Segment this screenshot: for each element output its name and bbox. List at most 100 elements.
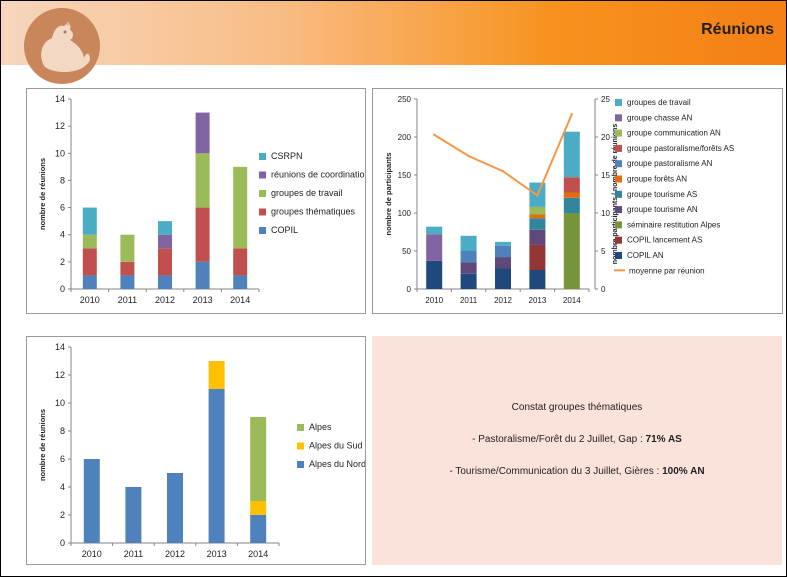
y-tick-label: 0 — [60, 538, 65, 548]
y-tick-label: 200 — [398, 133, 412, 142]
bar-segment — [82, 207, 97, 235]
y2-tick-label: 20 — [601, 133, 610, 142]
x-tick-label: 2013 — [207, 549, 227, 559]
legend-swatch — [259, 153, 266, 160]
x-tick-label: 2013 — [529, 296, 547, 305]
findings-item-gap-text: - Pastoralisme/Forêt du 2 Juillet, Gap : — [472, 434, 646, 445]
bar-segment — [250, 501, 267, 515]
y-tick-label: 4 — [60, 482, 65, 492]
bar-segment — [120, 275, 135, 289]
legend-label: COPIL lancement AS — [627, 236, 702, 245]
y-tick-label: 8 — [60, 426, 65, 436]
y-tick-label: 0 — [60, 284, 65, 294]
bar-segment — [529, 218, 546, 230]
x-tick-label: 2010 — [425, 296, 443, 305]
findings-item-gieres: - Tourisme/Communication du 3 Juillet, G… — [372, 466, 782, 477]
legend-swatch — [615, 114, 622, 122]
legend-swatch — [615, 252, 622, 259]
legend-label: COPIL — [271, 225, 298, 235]
bar-segment — [426, 226, 443, 235]
legend-label: réunions de coordination — [271, 170, 365, 180]
rooster-logo-icon — [24, 8, 100, 84]
y-tick-label: 14 — [55, 94, 65, 104]
header-banner: Réunions — [1, 1, 786, 65]
x-tick-label: 2011 — [118, 295, 137, 305]
y-tick-label: 250 — [398, 95, 412, 104]
legend-swatch — [259, 171, 266, 179]
legend-label: groupes de travail — [627, 98, 691, 107]
y-tick-label: 2 — [60, 510, 65, 520]
legend-swatch — [259, 227, 266, 234]
bar-segment — [158, 248, 172, 276]
page-title: Réunions — [701, 21, 774, 38]
bar-segment — [563, 192, 580, 198]
bar-segment — [233, 248, 248, 276]
bar-segment — [158, 234, 172, 249]
legend-swatch — [615, 160, 622, 168]
bar-segment — [208, 361, 225, 389]
average-point — [433, 133, 436, 136]
y2-tick-label: 25 — [601, 95, 610, 104]
bar-segment — [529, 270, 546, 289]
findings-item-gieres-text: - Tourisme/Communication du 3 Juillet, G… — [449, 466, 663, 477]
x-tick-label: 2012 — [494, 296, 512, 305]
legend-swatch — [259, 190, 266, 197]
chart-panel-meetings-by-type: 0 2 4 6 8 10 12 14 2010 2011 2012 2013 2014 nombre de… — [26, 88, 370, 314]
average-line — [433, 113, 573, 198]
y-tick-label: 12 — [55, 370, 65, 380]
chart-panel-participants: 0 50 100 150 200 250 2010 2011 2012 2013 2014 nombr… — [372, 88, 783, 314]
bar-segment — [250, 417, 267, 501]
findings-item-gap: - Pastoralisme/Forêt du 2 Juillet, Gap :… — [372, 434, 782, 445]
legend-swatch — [615, 190, 622, 198]
y-tick-label: 8 — [60, 175, 65, 185]
legend-swatch — [615, 99, 622, 106]
bar-segment — [529, 244, 546, 270]
x-tick-label: 2010 — [82, 549, 102, 559]
chart-meetings-by-type: 0 2 4 6 8 10 12 14 2010 2011 2012 2013 2014 nombre de… — [38, 94, 370, 305]
y-axis-label: nombre de réunions — [38, 158, 47, 230]
bar-segment — [495, 257, 511, 269]
chart-panel-meetings-by-region: 0 2 4 6 8 10 12 14 2010 2011 2012 2013 2014 nombre de… — [26, 336, 366, 565]
legend-swatch — [615, 236, 622, 244]
findings-box: Constat groupes thématiques - Pastoralis… — [372, 336, 782, 565]
bar-segment — [563, 177, 580, 193]
bar-segment — [125, 487, 142, 543]
bar-segment — [82, 275, 97, 289]
y-tick-label: 6 — [60, 203, 65, 213]
bar-segment — [460, 273, 477, 289]
legend-swatch — [297, 424, 304, 431]
legend-label: Alpes — [309, 422, 332, 432]
x-tick-label: 2011 — [124, 549, 143, 559]
legend-label: groupe forêts AN — [627, 175, 687, 184]
bar-segment — [195, 112, 210, 154]
bar-segment — [529, 229, 546, 245]
legend-label: moyenne par réunion — [629, 266, 705, 275]
bar-segment — [563, 213, 580, 289]
bar-segment — [233, 275, 248, 289]
bar-segment — [460, 235, 477, 251]
bar-segment — [426, 260, 443, 289]
legend-label: groupe pastoralisme/forêts AS — [627, 144, 734, 153]
bar-segment — [495, 241, 511, 246]
y-tick-label: 50 — [402, 247, 411, 256]
legend-label: Alpes du Sud — [309, 441, 363, 451]
bar-segment — [426, 234, 443, 261]
legend-label: CSRPN — [271, 151, 303, 161]
x-tick-label: 2011 — [460, 296, 478, 305]
legend-swatch — [615, 144, 622, 152]
average-point — [501, 170, 505, 173]
chart-meetings-by-region: 0 2 4 6 8 10 12 14 2010 2011 2012 2013 2014 nombre de… — [38, 342, 366, 559]
y-axis-label: nombre de réunions — [38, 409, 47, 481]
y-axis-label: nombre de participants — [384, 153, 393, 236]
legend-label: séminaire restitution Alpes — [627, 220, 720, 229]
legend-label: groupe tourisme AS — [627, 190, 697, 199]
findings-item-gieres-value: 100% AN — [662, 466, 705, 477]
bar-segment — [208, 389, 225, 543]
x-tick-label: 2012 — [155, 295, 175, 305]
bar-segment — [120, 234, 135, 262]
legend-label: Alpes du Nord — [309, 459, 365, 469]
y-tick-label: 0 — [407, 285, 412, 294]
bar-segment — [167, 473, 183, 543]
x-tick-label: 2014 — [230, 295, 250, 305]
